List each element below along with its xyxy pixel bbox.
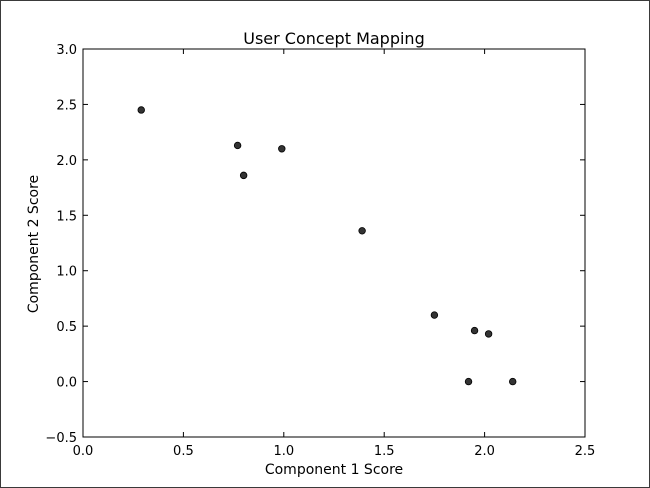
y-axis-label: Component 2 Score [26,175,42,313]
scatter-point [278,145,286,153]
x-tick-label: 0.5 [173,444,194,459]
y-tick-label: 0.0 [56,376,77,391]
y-tick-label: −0.5 [45,431,77,446]
scatter-point [464,377,473,386]
y-axis: −0.5 0.0 0.5 1.0 1.5 2.0 2.5 3.0 [45,43,585,446]
y-tick-label: 0.5 [56,320,77,335]
x-tick-label: 2.0 [474,444,495,459]
scatter-point [233,141,242,150]
y-tick-label: 1.0 [56,265,77,280]
scatter-point [239,171,248,180]
scatter-point [470,326,479,335]
data-points [137,106,517,386]
x-tick-label: 0.0 [73,444,94,459]
y-tick-label: 2.0 [56,154,77,169]
scatter-point [509,377,517,386]
scatter-point [358,227,366,235]
x-axis: 0.0 0.5 1.0 1.5 2.0 2.5 [73,49,596,459]
x-tick-label: 2.5 [575,444,596,459]
y-tick-label: 2.5 [56,98,77,113]
plot-area [82,48,586,438]
x-axis-label: Component 1 Score [265,462,403,478]
chart-title: User Concept Mapping [243,29,424,48]
x-tick-label: 1.0 [273,444,294,459]
x-tick-label: 1.5 [374,444,395,459]
scatter-point [484,330,493,338]
y-tick-label: 3.0 [56,43,77,58]
scatter-point [137,106,145,114]
scatter-point [430,311,439,319]
plot-frame [82,48,586,438]
y-tick-label: 1.5 [56,209,77,224]
